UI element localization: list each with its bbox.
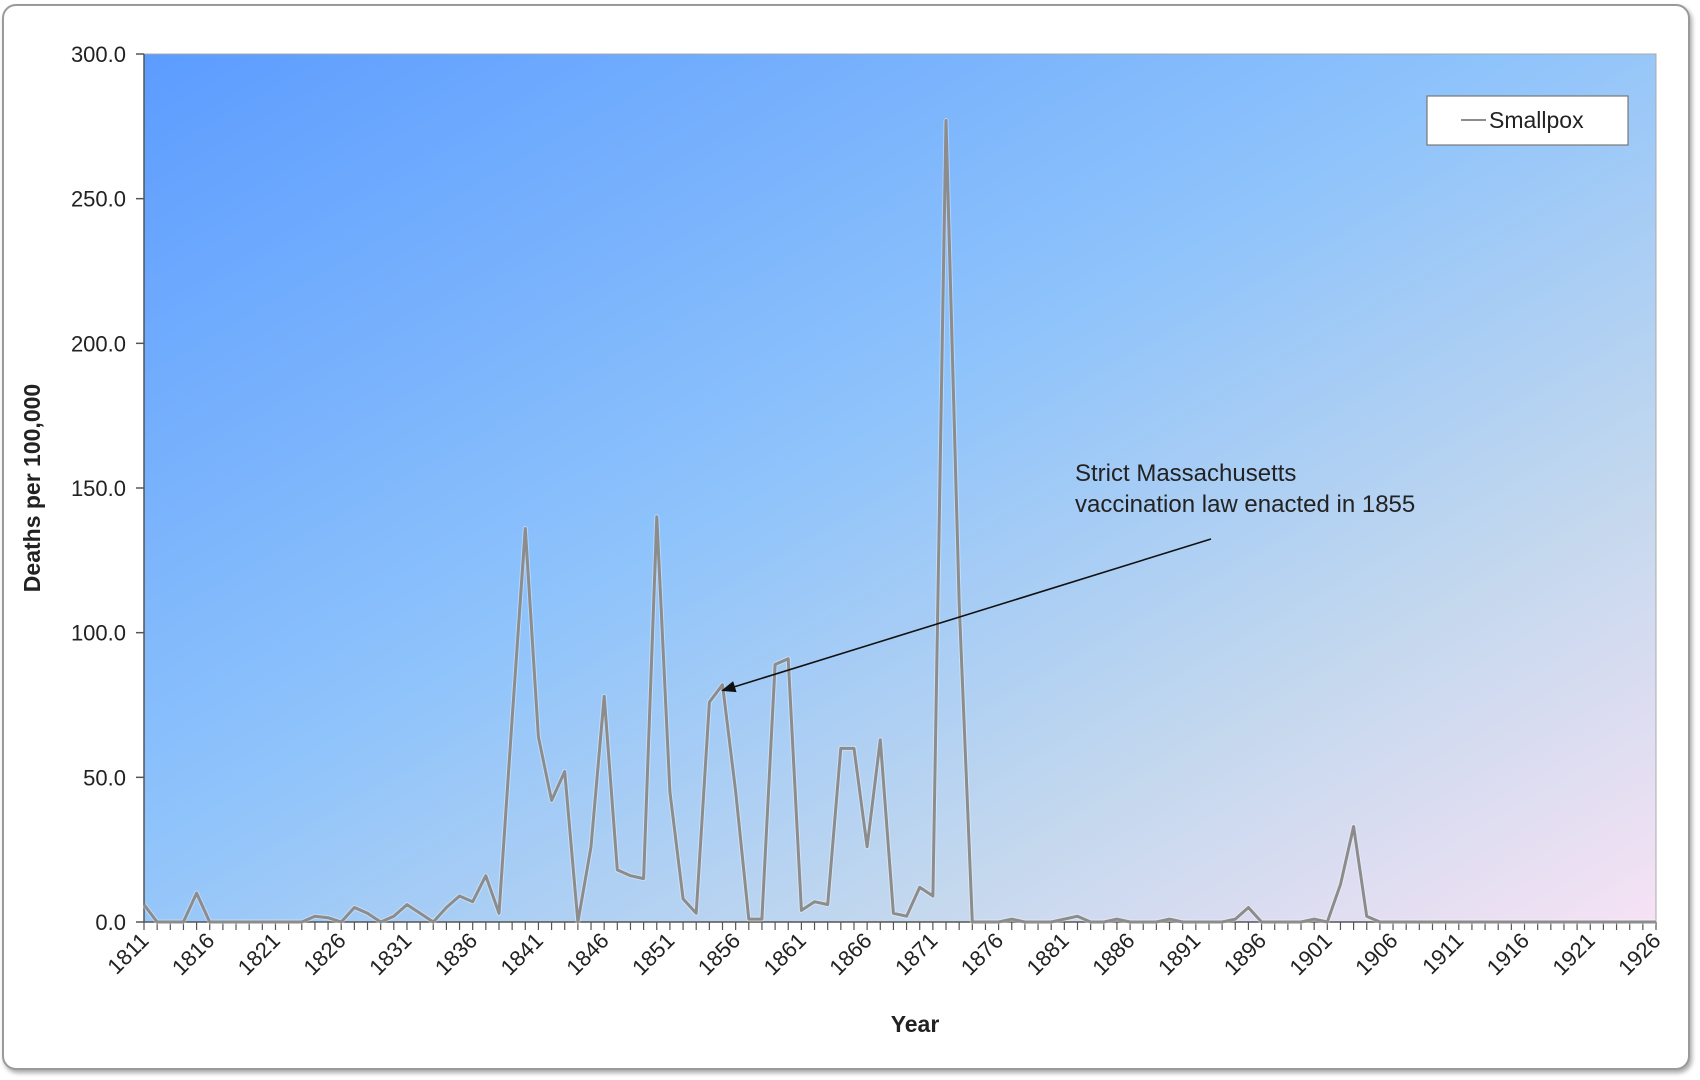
y-tick-label: 100.0 (71, 621, 126, 646)
annotation: Strict Massachusetts vaccination law ena… (721, 460, 1415, 693)
x-tick-label: 1841 (496, 928, 548, 980)
legend-label-smallpox: Smallpox (1489, 107, 1584, 133)
x-tick-label: 1881 (1022, 928, 1074, 980)
x-tick-label: 1856 (693, 928, 745, 980)
y-tick-label: 300.0 (71, 42, 126, 67)
x-tick-label: 1861 (759, 928, 811, 980)
x-ticks: 1811 1816 1821 1826 1831 1836 1841 1846 1851 1856… (102, 922, 1666, 980)
x-tick-label: 1906 (1350, 928, 1402, 980)
plot-area (143, 53, 1657, 923)
x-tick-label: 1811 (102, 928, 153, 979)
x-tick-label: 1896 (1219, 928, 1271, 980)
x-tick-label: 1921 (1548, 928, 1600, 980)
y-tick-label: 50.0 (83, 765, 126, 790)
x-tick-label: 1826 (298, 928, 350, 980)
x-tick-label: 1836 (430, 928, 482, 980)
x-tick-label: 1911 (1417, 928, 1468, 979)
x-tick-label: 1901 (1285, 928, 1337, 980)
y-ticks: 0.0 50.0 100.0 150.0 200.0 250.0 300.0 (71, 42, 144, 935)
x-tick-label: 1851 (627, 928, 679, 980)
y-tick-label: 250.0 (71, 187, 126, 212)
x-tick-label: 1891 (1153, 928, 1205, 980)
y-tick-label: 0.0 (95, 910, 126, 935)
x-tick-label: 1916 (1482, 928, 1534, 980)
y-axis-title: Deaths per 100,000 (19, 384, 45, 592)
x-tick-label: 1831 (364, 928, 416, 980)
annotation-arrow (721, 538, 1212, 693)
x-tick-label: 1816 (167, 928, 219, 980)
series-layer (142, 118, 1656, 925)
x-tick-label: 1886 (1087, 928, 1139, 980)
x-tick-label: 1876 (956, 928, 1008, 980)
x-tick-label: 1821 (233, 928, 285, 980)
legend: Smallpox (1426, 95, 1629, 146)
annotation-text-line-2: vaccination law enacted in 1855 (1075, 491, 1415, 518)
y-tick-label: 200.0 (71, 331, 126, 356)
x-tick-label: 1866 (824, 928, 876, 980)
x-tick-label: 1926 (1613, 928, 1665, 980)
annotation-text-line-1: Strict Massachusetts (1075, 460, 1296, 487)
y-tick-label: 150.0 (71, 476, 126, 501)
chart: 0.0 50.0 100.0 150.0 200.0 250.0 300.0 1811 181… (19, 42, 1666, 1037)
x-axis-title: Year (891, 1011, 940, 1037)
x-tick-label: 1846 (561, 928, 613, 980)
x-tick-label: 1871 (890, 928, 942, 980)
chart-frame: 0.0 50.0 100.0 150.0 200.0 250.0 300.0 1811 181… (2, 4, 1690, 1070)
series-line-smallpox (142, 119, 1656, 924)
legend-box (1426, 95, 1629, 146)
